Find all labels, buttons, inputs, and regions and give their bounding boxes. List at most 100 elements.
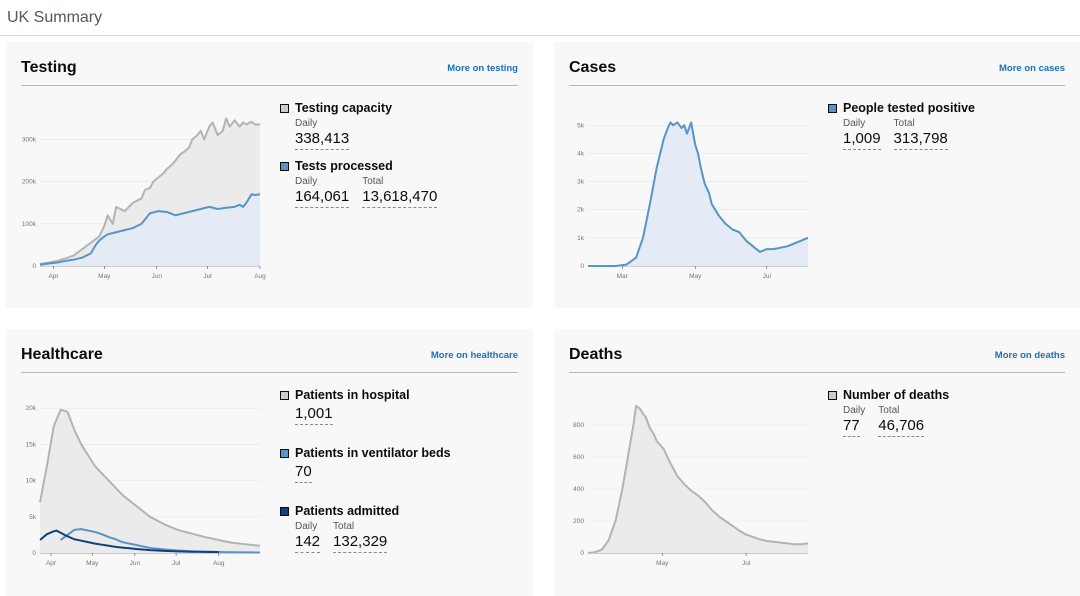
legend-swatch (280, 448, 289, 458)
y-tick-label: 20k (26, 405, 37, 412)
metric-value-group: Daily 77 (843, 405, 865, 437)
series-line (39, 193, 261, 266)
card-header: Deaths More on deaths (569, 329, 1065, 373)
series-line (588, 121, 809, 267)
x-tick-label: Jul (172, 560, 181, 567)
value-label: Daily (295, 176, 318, 187)
card-title: Testing (21, 59, 77, 76)
metric-value[interactable]: 1,009 (843, 130, 881, 150)
more-on-deaths-link[interactable]: More on deaths (994, 350, 1065, 361)
metric-header: People tested positive (828, 101, 975, 115)
y-tick-label: 0 (32, 263, 36, 270)
metric-name: People tested positive (843, 101, 975, 115)
series-area (40, 409, 260, 553)
series-area (588, 122, 808, 266)
metric-values: Daily 142 Total 132,329 (295, 521, 400, 553)
y-tick-label: 10k (26, 478, 37, 485)
more-on-testing-link[interactable]: More on testing (447, 63, 518, 74)
value-label: Total (893, 118, 915, 129)
legend-swatch (280, 103, 289, 113)
y-tick-label: 3k (577, 179, 585, 186)
metric-value-group: Total 313,798 (893, 118, 948, 150)
y-tick-label: 200k (22, 179, 37, 186)
metric-header: Patients in ventilator beds (280, 446, 451, 460)
metric-name: Patients in ventilator beds (295, 446, 451, 460)
metric-header: Testing capacity (280, 101, 392, 115)
x-tick-label: Jun (152, 273, 163, 280)
y-tick-label: 100k (22, 221, 37, 228)
metric-value[interactable]: 164,061 (295, 188, 350, 208)
testing-card: Testing More on testing 0 100k 200k 300k Apr… (6, 42, 533, 308)
y-tick-label: 300k (22, 136, 37, 143)
healthcare-card: Healthcare More on healthcare 0 5k 10k 15k 2… (6, 329, 533, 596)
metric-name: Patients in hospital (295, 388, 410, 402)
metric-header: Tests processed (280, 159, 450, 173)
value-label: Total (878, 405, 900, 416)
x-tick-label: May (98, 273, 111, 280)
metric-header: Patients in hospital (280, 388, 410, 402)
series-line (39, 117, 260, 265)
metric-value[interactable]: 13,618,470 (362, 188, 438, 208)
y-tick-label: 800 (573, 422, 584, 429)
series-line (39, 529, 219, 553)
metric-value-group: Daily 164,061 (295, 176, 350, 208)
y-tick-label: 2k (577, 207, 585, 214)
metric: Testing capacity Daily 338,413 (280, 101, 392, 150)
metric-values: 1,001 (295, 405, 410, 425)
value-label: Total (333, 521, 355, 532)
more-on-cases-link[interactable]: More on cases (999, 63, 1065, 74)
x-tick-label: Aug (254, 273, 266, 280)
metric: Patients admitted Daily 142 Total 132,329 (280, 504, 400, 553)
y-tick-label: 0 (580, 550, 584, 557)
metric-value[interactable]: 313,798 (893, 130, 948, 150)
legend-swatch (828, 103, 837, 113)
metric-value[interactable]: 132,329 (333, 533, 388, 553)
metric-value[interactable]: 338,413 (295, 130, 350, 150)
metric: Patients in hospital 1,001 (280, 388, 410, 425)
metric-name: Tests processed (295, 159, 393, 173)
series-line (39, 408, 261, 547)
x-tick-label: Aug (213, 560, 225, 567)
metric-value[interactable]: 70 (295, 463, 312, 483)
legend-swatch (280, 390, 289, 400)
value-label: Daily (295, 118, 318, 129)
card-title: Cases (569, 59, 617, 76)
metric-value[interactable]: 77 (843, 417, 860, 437)
y-tick-label: 400 (573, 486, 584, 493)
metric-value[interactable]: 142 (295, 533, 321, 553)
metric-value[interactable]: 1,001 (295, 405, 333, 425)
y-tick-label: 200 (573, 518, 584, 525)
metric: Tests processed Daily 164,061 Total 13,618,4… (280, 159, 450, 208)
y-tick-label: 600 (573, 454, 584, 461)
x-tick-label: May (86, 560, 99, 567)
value-label: Daily (843, 405, 866, 416)
x-tick-label: Apr (48, 273, 59, 280)
value-label: Total (362, 176, 384, 187)
metric-value[interactable]: 46,706 (878, 417, 925, 437)
x-tick-label: May (689, 273, 702, 280)
metric-values: 70 (295, 463, 451, 483)
cases-card: Cases More on cases 0 1k 2k 3k 4k 5k Mar May Jul… (554, 42, 1080, 308)
series-area (588, 405, 808, 553)
more-on-healthcare-link[interactable]: More on healthcare (430, 350, 518, 361)
y-tick-label: 1k (577, 235, 585, 242)
x-tick-label: Jun (130, 560, 141, 567)
deaths-chart: 0 200 400 600 800 May Jul (573, 404, 809, 567)
metric-name: Number of deaths (843, 388, 950, 402)
card-title: Healthcare (21, 346, 103, 363)
metric-value-group: 70 (295, 463, 312, 483)
metric-value-group: Total 132,329 (333, 521, 388, 553)
metric-header: Number of deaths (828, 388, 949, 402)
metric-values: Daily 77 Total 46,706 (843, 405, 949, 437)
x-tick-label: Apr (46, 560, 57, 567)
legend-swatch (280, 506, 289, 516)
x-tick-label: Jul (203, 273, 212, 280)
card-header: Cases More on cases (569, 42, 1065, 86)
card-title: Deaths (569, 346, 623, 363)
y-tick-label: 4k (577, 150, 585, 157)
metric-value-group: 1,001 (295, 405, 333, 425)
metric-values: Daily 164,061 Total 13,618,470 (295, 176, 450, 208)
x-tick-label: Mar (617, 273, 629, 280)
metric: Number of deaths Daily 77 Total 46,706 (828, 388, 949, 437)
legend-swatch (280, 161, 289, 171)
